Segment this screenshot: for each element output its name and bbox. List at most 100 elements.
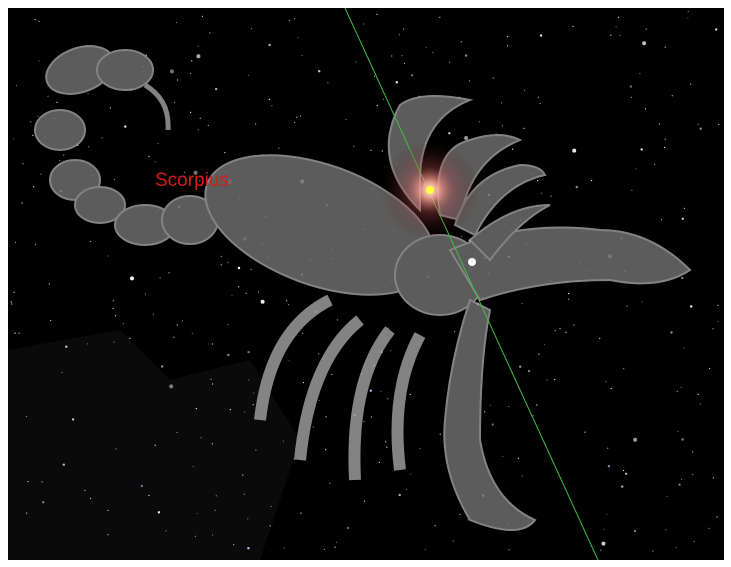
star <box>318 353 320 355</box>
star <box>197 45 199 47</box>
star <box>364 500 366 502</box>
star <box>591 179 593 182</box>
star <box>708 527 710 529</box>
star <box>539 103 541 105</box>
star <box>575 185 578 189</box>
star <box>270 505 272 508</box>
star <box>678 483 681 486</box>
star <box>683 207 686 209</box>
sun <box>426 186 434 194</box>
star <box>257 291 260 293</box>
star <box>654 163 656 165</box>
star <box>107 255 109 257</box>
star <box>639 73 641 75</box>
star <box>86 343 89 345</box>
star <box>22 163 24 165</box>
star <box>63 154 65 156</box>
star <box>664 46 666 48</box>
star <box>687 11 689 13</box>
star <box>229 409 231 411</box>
star <box>238 286 240 288</box>
star <box>30 121 32 123</box>
star <box>489 404 491 406</box>
star <box>424 548 427 550</box>
star <box>568 293 570 295</box>
star <box>195 408 197 410</box>
star <box>697 123 699 125</box>
star <box>699 127 702 130</box>
star <box>501 102 503 104</box>
star <box>623 469 625 472</box>
star <box>601 541 606 546</box>
star <box>501 125 503 127</box>
star <box>508 405 510 408</box>
star <box>677 430 679 432</box>
star <box>27 481 29 483</box>
star <box>161 365 164 368</box>
star <box>175 21 178 24</box>
star <box>491 423 494 426</box>
star <box>11 303 13 305</box>
star <box>89 240 91 243</box>
star <box>191 332 193 334</box>
star <box>615 26 617 28</box>
star <box>670 331 673 334</box>
star <box>524 89 526 91</box>
star <box>154 444 156 446</box>
star <box>302 382 304 384</box>
star <box>247 350 250 354</box>
star <box>231 294 233 296</box>
star <box>288 360 290 362</box>
star <box>665 529 667 531</box>
star <box>506 36 509 38</box>
star <box>278 147 280 149</box>
star <box>645 28 647 30</box>
star <box>606 513 608 515</box>
ground-shadow <box>8 330 300 560</box>
star <box>41 481 43 483</box>
star <box>154 161 156 163</box>
star <box>14 332 16 334</box>
star <box>573 324 575 326</box>
star <box>690 83 692 85</box>
star <box>554 329 556 332</box>
star <box>245 292 247 294</box>
star <box>286 300 288 302</box>
star <box>537 96 540 98</box>
star <box>666 495 668 497</box>
star <box>370 416 372 418</box>
star <box>247 518 249 520</box>
star <box>681 276 684 280</box>
star <box>288 304 290 306</box>
stars <box>10 11 720 552</box>
star <box>464 54 468 57</box>
star <box>189 72 192 75</box>
star <box>619 34 621 37</box>
star <box>61 371 63 374</box>
star <box>532 415 534 417</box>
star <box>33 186 35 188</box>
star <box>681 217 684 220</box>
star <box>492 77 494 79</box>
star <box>13 138 15 140</box>
star <box>334 546 336 548</box>
star <box>113 341 115 343</box>
star <box>129 337 131 339</box>
star <box>181 320 183 322</box>
star <box>301 55 303 57</box>
star <box>398 493 401 497</box>
star <box>282 440 284 442</box>
star <box>390 350 392 352</box>
star <box>572 25 574 28</box>
star <box>687 17 689 19</box>
star <box>169 384 174 389</box>
star <box>718 123 720 126</box>
star <box>65 345 68 348</box>
star <box>432 51 434 53</box>
star <box>157 511 161 514</box>
star <box>536 404 538 406</box>
star <box>248 74 250 76</box>
bright-star <box>468 258 476 266</box>
star <box>211 343 213 345</box>
